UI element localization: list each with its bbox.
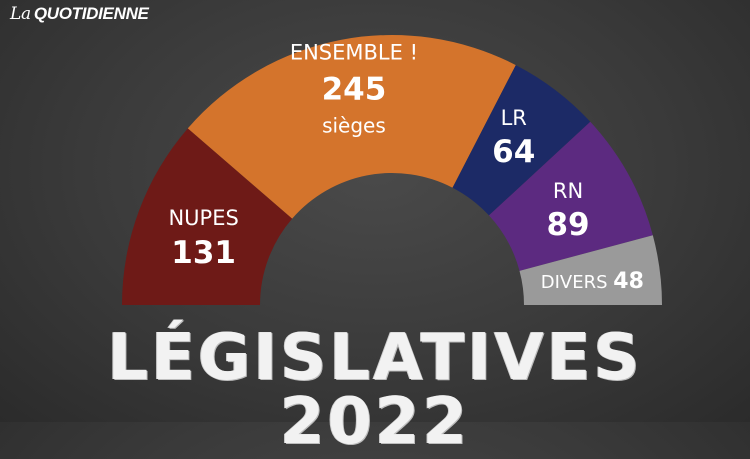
slice-name-ensemble: ENSEMBLE ! [290,41,418,65]
headline: LÉGISLATIVES 2022 [107,321,643,459]
brand-prefix: La [10,4,31,24]
slice-rn [488,121,653,271]
brand-name: QUOTIDIENNE [33,4,149,23]
hemicycle-chart: NUPES 131 ENSEMBLE ! 245 sièges LR 64 RN 89 DIVER… [122,35,662,305]
brand-logo: La QUOTIDIENNE [10,4,149,24]
slice-value-ensemble: 245 [322,72,387,108]
slice-lr [452,65,591,216]
slice-name-nupes: NUPES [168,206,238,230]
slice-value-nupes: 131 [171,235,236,271]
slice-value-rn: 89 [546,207,589,243]
slice-nupes [122,128,293,305]
slice-name-lr: LR [501,106,527,130]
slice-unit-ensemble: sièges [322,114,386,138]
slice-ensemble [187,35,516,219]
slice-divers [519,235,662,305]
slice-label-divers: DIVERS 48 [541,269,644,294]
slice-value-lr: 64 [492,134,535,170]
slice-name-rn: RN [553,179,583,203]
